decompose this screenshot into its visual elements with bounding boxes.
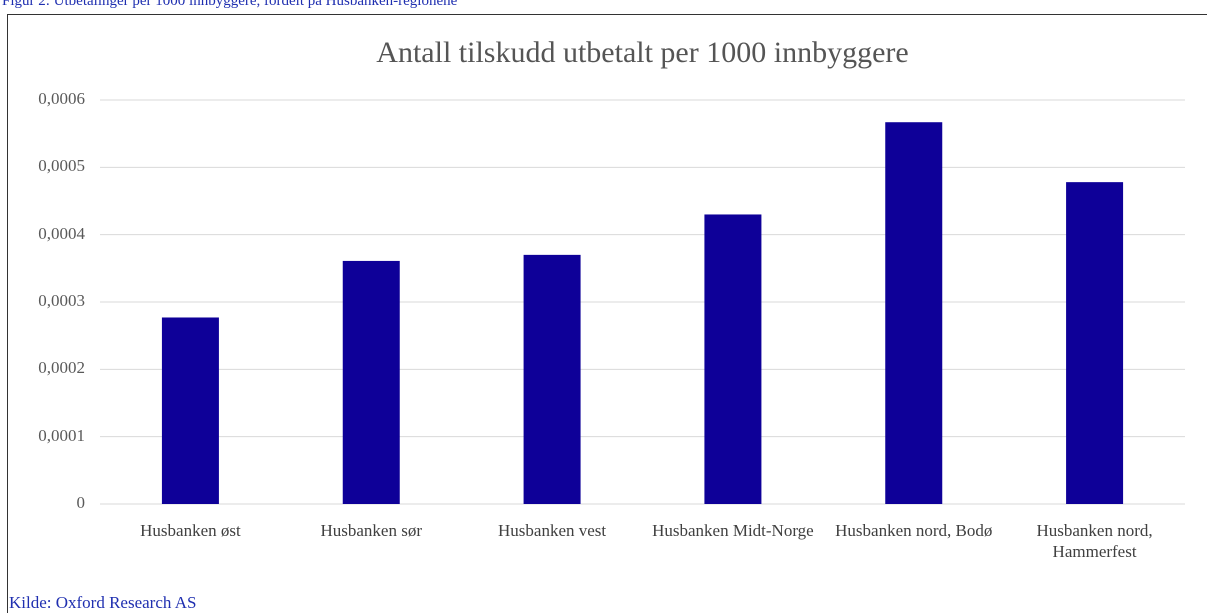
bar: [885, 122, 943, 504]
x-tick-label: Husbanken nord, Hammerfest: [1036, 521, 1153, 561]
y-tick-label: 0,0003: [38, 291, 85, 310]
y-tick-label: 0,0001: [38, 425, 85, 445]
bar: [704, 214, 762, 504]
y-tick-label: 0,0006: [38, 89, 85, 108]
y-tick-label: 0,0004: [38, 223, 85, 243]
bar: [342, 260, 400, 504]
y-tick-label: 0: [76, 493, 86, 512]
y-tick-label: 0,0002: [38, 358, 85, 378]
x-tick-label: Husbanken sør: [320, 521, 422, 540]
x-tick-label: Husbanken nord, Bodø: [835, 521, 993, 540]
chart-title: Antall tilskudd utbetalt per 1000 innbyg…: [376, 36, 909, 69]
chart-frame: [7, 14, 1207, 613]
x-tick-label: Husbanken øst: [140, 521, 241, 540]
figure-caption: Figur 2: Utbetalinger per 1000 innbygger…: [2, 0, 458, 9]
bar: [161, 317, 219, 504]
bar: [1066, 182, 1124, 504]
source-note: Kilde: Oxford Research AS: [9, 593, 197, 612]
x-tick-label: Husbanken Midt-Norge: [652, 521, 814, 540]
x-tick-label: Husbanken vest: [498, 521, 607, 540]
y-tick-label: 0,0005: [38, 156, 85, 176]
bar: [523, 254, 581, 504]
